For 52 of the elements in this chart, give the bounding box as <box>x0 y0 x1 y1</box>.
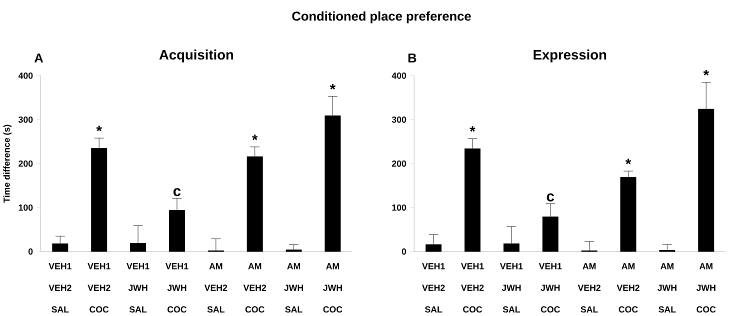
text: B <box>408 54 416 62</box>
bar <box>91 148 108 252</box>
y-tick-label: 100 <box>392 204 406 211</box>
bar <box>246 156 263 252</box>
category-label: AM JWH SAL <box>658 263 676 313</box>
bar <box>130 243 146 252</box>
category-label: VEH1 VEH2 SAL <box>422 263 445 313</box>
category-label: AM JWH COC <box>323 263 342 313</box>
chart-title: Expression <box>534 50 606 62</box>
category-label: VEH1 JWH COC <box>165 263 188 313</box>
bar <box>503 244 520 252</box>
annotation: * <box>252 134 258 140</box>
bar <box>698 108 714 252</box>
annotation: * <box>625 158 632 164</box>
annotation: * <box>96 126 102 132</box>
y-tick-label: 300 <box>392 116 406 123</box>
category-label: VEH1 JWH SAL <box>500 263 523 313</box>
annotation: * <box>703 70 709 76</box>
y-tick-label: 0 <box>28 248 33 255</box>
y-tick-label: 400 <box>18 72 33 79</box>
bar <box>464 148 480 252</box>
category-label: VEH1 VEH2 COC <box>461 263 484 313</box>
y-tick-label: 200 <box>18 160 33 167</box>
annotation: * <box>470 126 476 132</box>
bar <box>426 244 442 252</box>
y-tick-label: 0 <box>402 248 406 255</box>
category-label: AM VEH2 SAL <box>578 263 601 313</box>
category-label: AM JWH COC <box>696 263 716 313</box>
bar <box>52 244 68 252</box>
text: A <box>34 54 44 62</box>
bar <box>168 210 185 252</box>
annotation: c <box>546 193 554 202</box>
y-tick-label: 300 <box>18 116 33 123</box>
chart-title: Acquisition <box>159 50 234 62</box>
category-label: VEH1 VEH2 SAL <box>48 263 72 313</box>
text: Conditioned place preference <box>292 11 471 24</box>
category-label: AM JWH SAL <box>284 263 304 313</box>
y-tick-label: 100 <box>18 204 33 211</box>
y-tick-label: 200 <box>392 160 406 167</box>
category-label: AM VEH2 COC <box>616 263 640 313</box>
category-label: VEH1 VEH2 COC <box>88 263 110 313</box>
category-label: AM VEH2 SAL <box>204 263 228 313</box>
y-tick-label: 400 <box>392 72 406 79</box>
category-label: VEH1 JWH COC <box>538 263 562 313</box>
category-label: AM VEH2 COC <box>243 263 266 313</box>
annotation: c <box>173 188 181 196</box>
bar <box>542 216 558 252</box>
category-label: VEH1 JWH SAL <box>126 263 150 313</box>
annotation: * <box>330 84 336 90</box>
bar <box>324 116 341 252</box>
bar <box>620 177 636 252</box>
y-axis-title: Time difference (s) <box>3 124 12 203</box>
